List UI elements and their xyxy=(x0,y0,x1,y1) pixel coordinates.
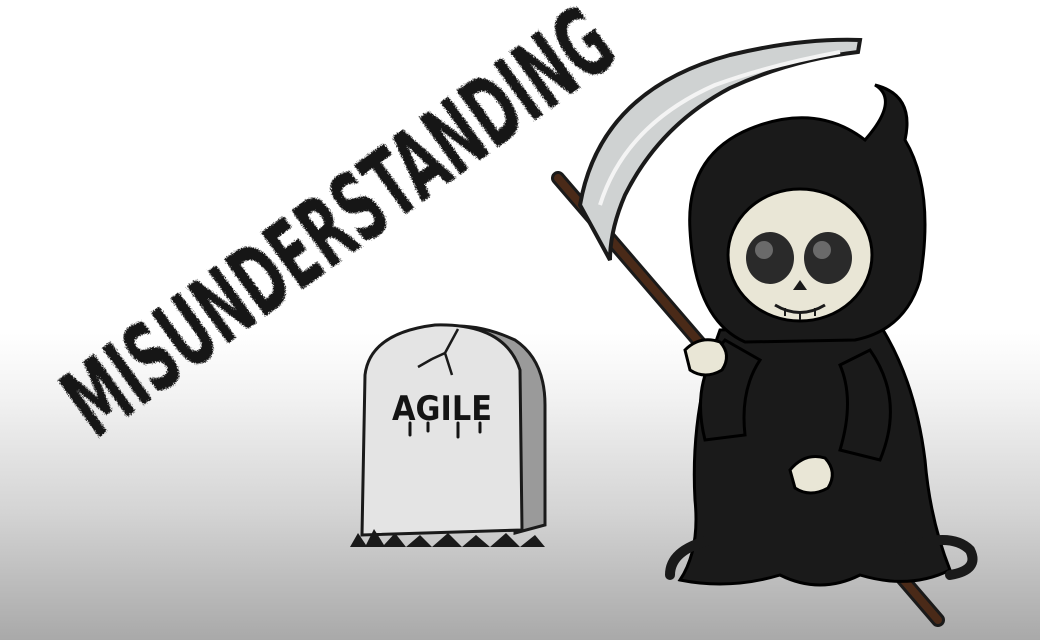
grim-reaper-icon xyxy=(665,83,978,587)
tombstone-label: AGILE xyxy=(392,389,492,429)
tombstone-icon: AGILE xyxy=(350,323,547,547)
